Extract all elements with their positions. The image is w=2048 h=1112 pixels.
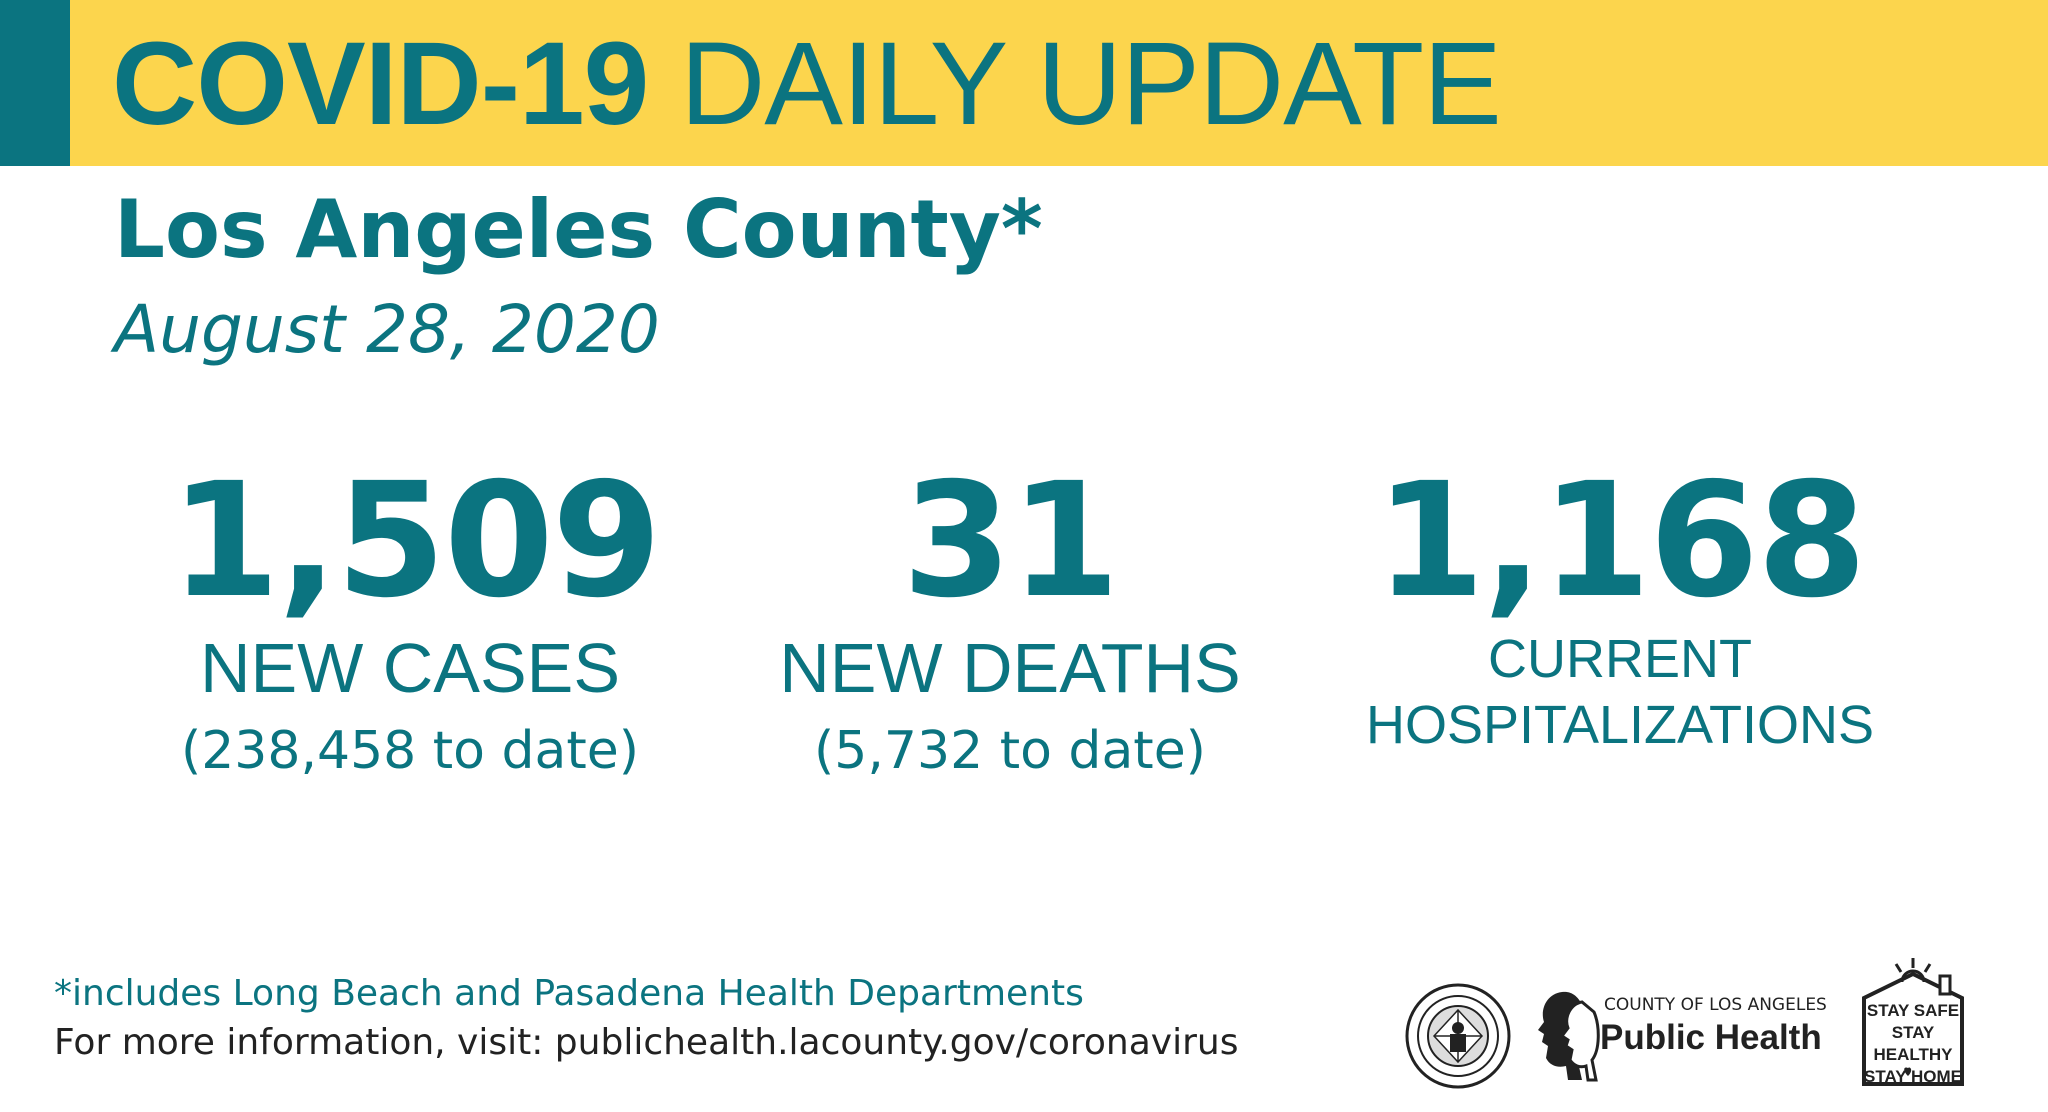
new-cases-label: NEW CASES	[199, 629, 621, 707]
stay-line-2: STAY HEALTHY	[1873, 1023, 1953, 1064]
new-cases-number: 1,509	[170, 449, 662, 633]
public-health-title: Public Health	[1600, 1018, 1822, 1057]
stat-new-cases: 1,509 NEW CASES (238,458 to date)	[170, 449, 662, 786]
banner-title-rest: DAILY UPDATE	[680, 18, 1502, 150]
stay-safe-text: STAY SAFE STAY HEALTHY STAY HOME	[1864, 1000, 1962, 1088]
stay-line-1: STAY SAFE	[1866, 1001, 1960, 1020]
public-health-small-text: COUNTY OF LOS ANGELES	[1604, 995, 1827, 1015]
hospitalizations-label-line1: CURRENT	[1488, 629, 1752, 689]
stay-safe-badge: STAY SAFE STAY HEALTHY STAY HOME	[1858, 956, 1968, 1088]
report-date: August 28, 2020	[114, 291, 660, 368]
cases-to-date: (238,458 to date)	[180, 721, 640, 781]
banner-title: COVID-19 DAILY UPDATE	[112, 24, 1502, 144]
new-deaths-number: 31	[902, 449, 1120, 633]
more-info-text: For more information, visit: publichealt…	[54, 1022, 1239, 1063]
hospitalizations-number: 1,168	[1375, 449, 1867, 633]
hospitalizations-label-line2: HOSPITALIZATIONS	[1365, 695, 1875, 755]
house-sun-icon	[1862, 958, 1964, 1086]
county-seal-icon	[1405, 983, 1511, 1089]
footnote: *includes Long Beach and Pasadena Health…	[54, 973, 1084, 1014]
header-banner: COVID-19 DAILY UPDATE	[0, 0, 2048, 166]
new-deaths-label: NEW DEATHS	[779, 629, 1241, 707]
stat-hospitalizations: 1,168 CURRENT HOSPITALIZATIONS	[1340, 456, 1900, 758]
stay-line-3: STAY HOME	[1864, 1067, 1962, 1086]
banner-title-bold: COVID-19	[112, 18, 649, 150]
deaths-to-date: (5,732 to date)	[814, 721, 1206, 781]
county-heading: Los Angeles County*	[114, 183, 1043, 276]
profile-faces-icon	[1538, 991, 1600, 1082]
stat-new-deaths: 31 NEW DEATHS (5,732 to date)	[750, 456, 1270, 786]
public-health-logo: COUNTY OF LOS ANGELES Public Health	[1532, 986, 1832, 1082]
banner-accent-bar	[0, 0, 70, 166]
